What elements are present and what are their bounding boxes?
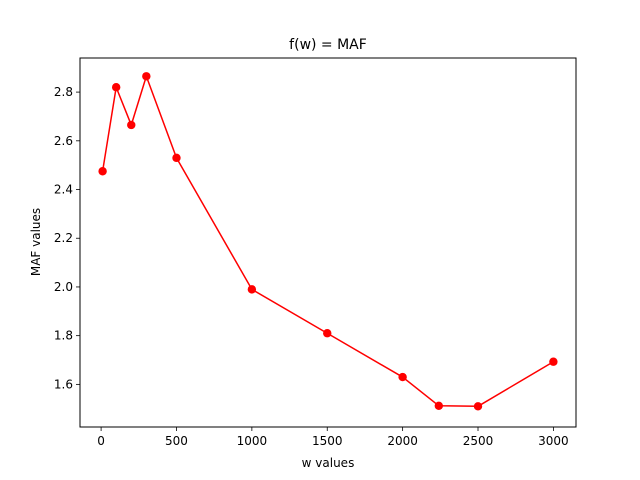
data-point (172, 153, 181, 163)
data-point (142, 72, 151, 81)
data-point (323, 329, 332, 338)
x-axis-label: w values (302, 456, 355, 470)
x-tick-label: 3000 (538, 434, 569, 448)
y-axis-label: MAF values (29, 208, 43, 276)
x-tick-label: 1500 (312, 434, 343, 448)
y-tick-label: 2.2 (54, 231, 73, 245)
data-marks (98, 72, 558, 411)
y-tick-label: 1.6 (54, 377, 73, 391)
x-tick-label: 2000 (387, 434, 418, 448)
x-tick-label: 500 (165, 434, 188, 448)
data-point (127, 120, 136, 130)
data-point (473, 402, 483, 411)
data-point (549, 357, 558, 366)
y-tick-label: 2.0 (54, 280, 73, 294)
chart-title: f(w) = MAF (289, 37, 367, 53)
y-tick-label: 2.4 (54, 183, 73, 197)
y-tick-label: 2.8 (54, 85, 73, 99)
x-axis-ticks: 0 500 1000 1500 2000 2500 3000 (97, 427, 569, 448)
plot-area (80, 58, 576, 427)
x-tick-label: 2500 (463, 434, 494, 448)
data-point (98, 167, 107, 176)
data-point (111, 83, 121, 92)
x-tick-label: 0 (97, 434, 105, 448)
y-tick-label: 2.6 (54, 134, 73, 148)
y-axis-ticks: 1.6 1.8 2.0 2.2 2.4 2.6 2.8 (54, 85, 80, 391)
plot-frame (79, 57, 577, 428)
data-point (247, 285, 257, 294)
y-tick-label: 1.8 (54, 329, 73, 343)
data-point (434, 401, 444, 411)
x-tick-label: 1000 (237, 434, 268, 448)
data-point (398, 372, 407, 382)
